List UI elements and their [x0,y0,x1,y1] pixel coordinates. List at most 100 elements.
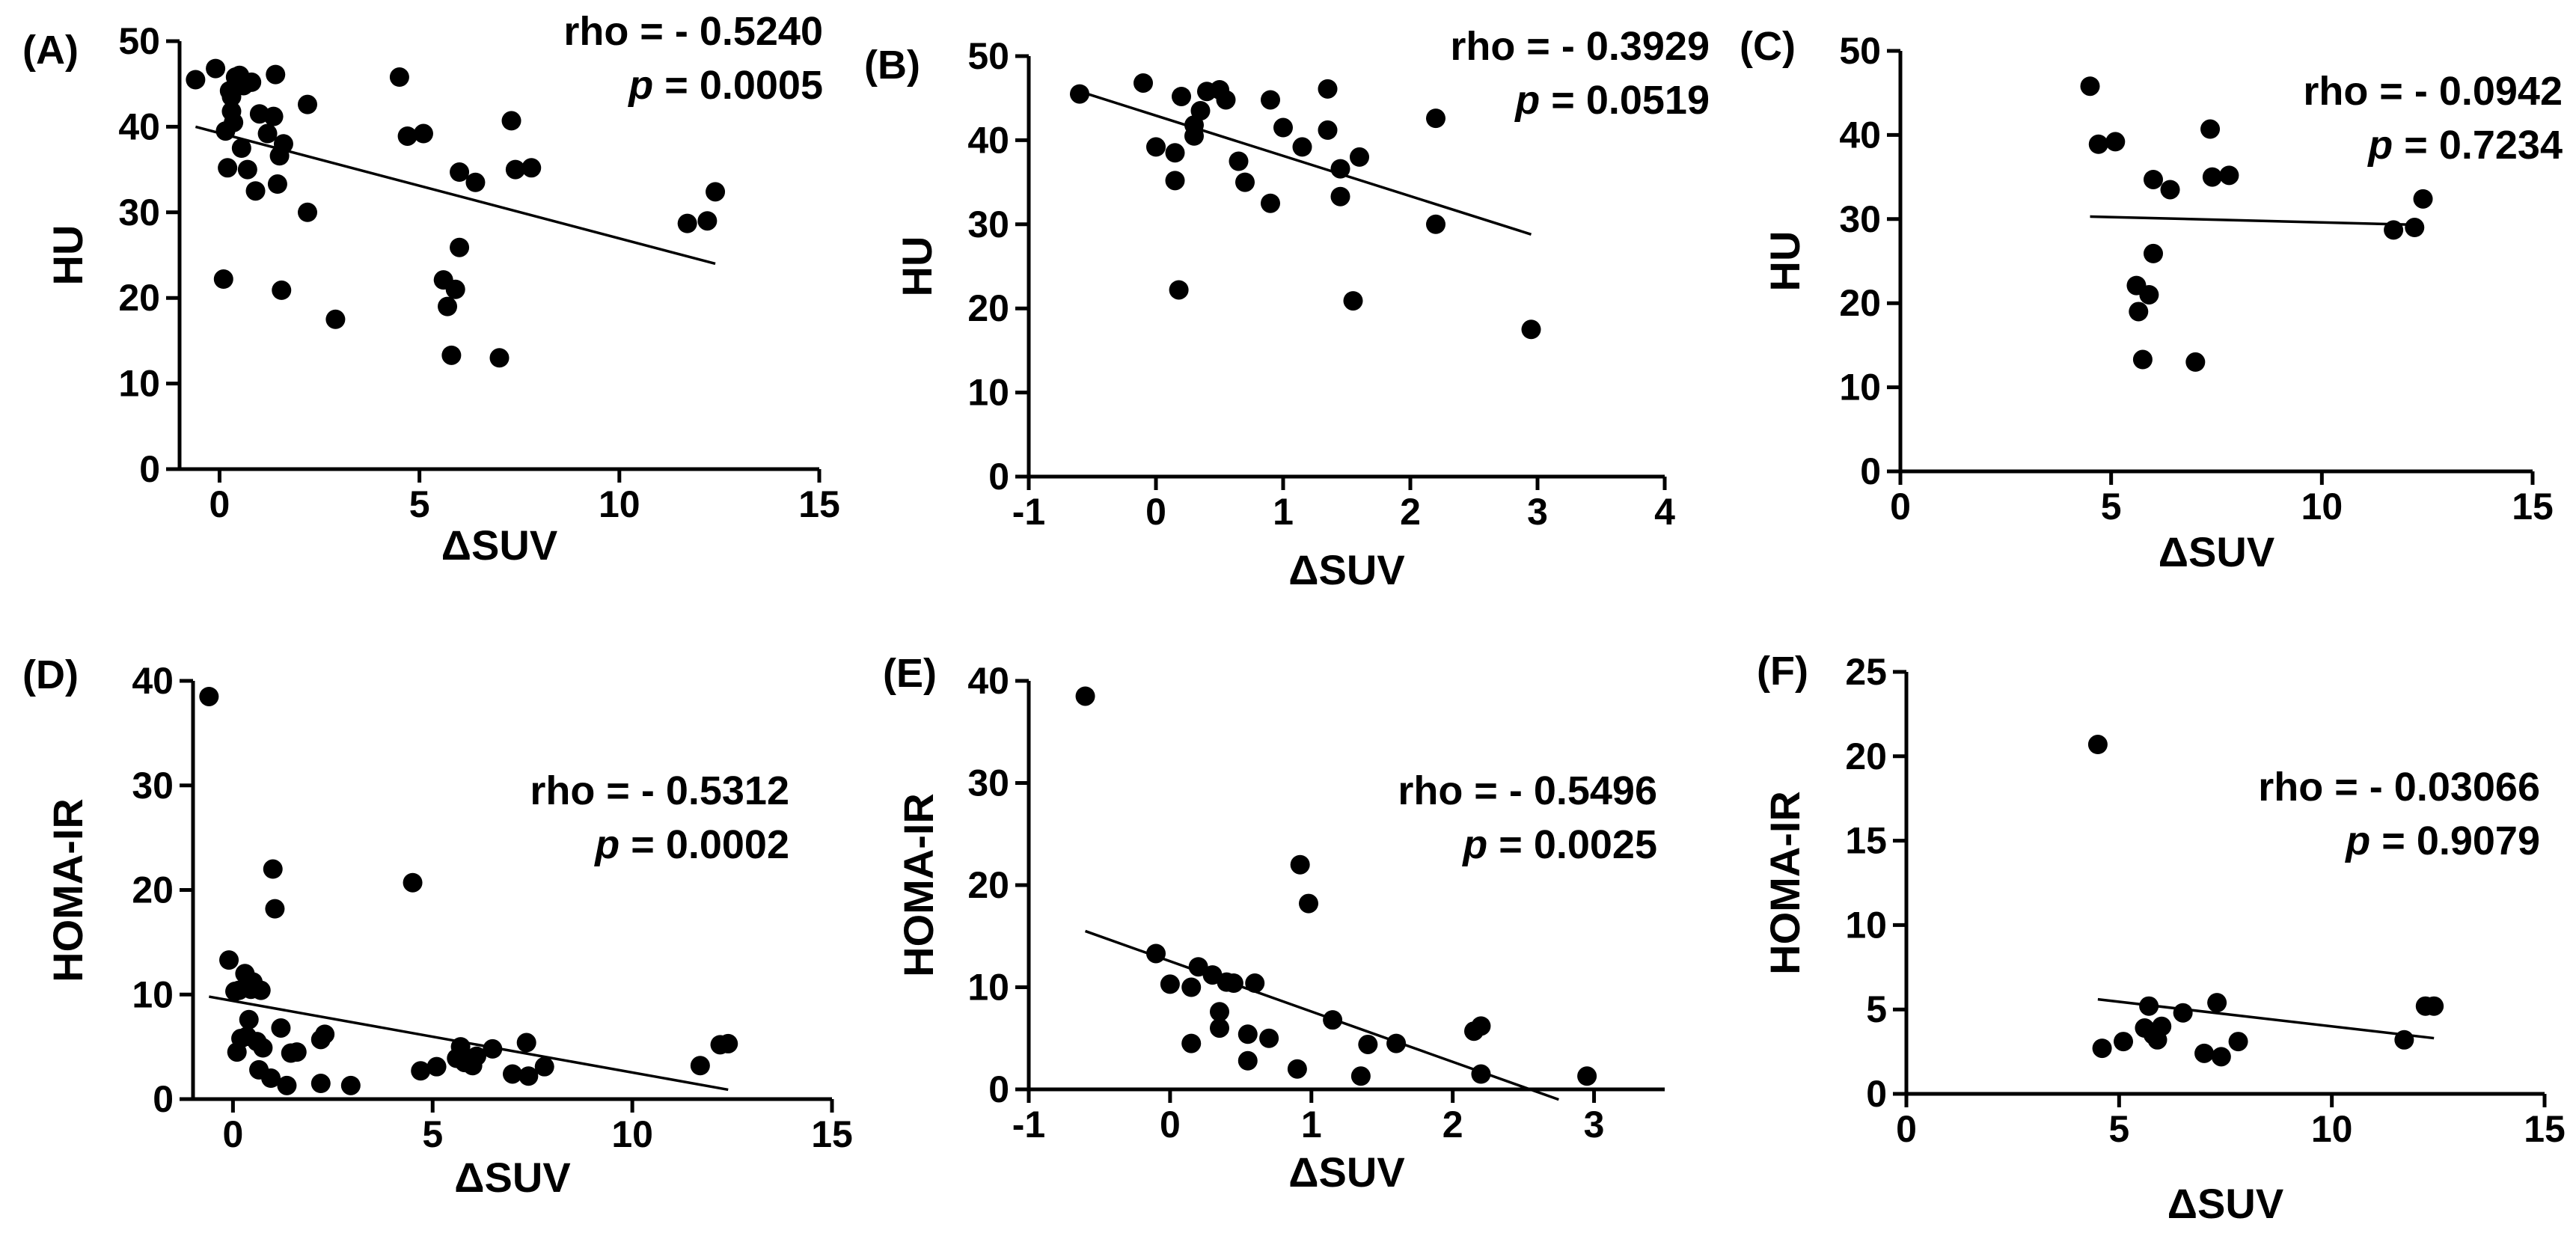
data-point [1237,1050,1258,1071]
y-tick-label: 50 [1839,30,1881,72]
data-point [1426,108,1445,129]
data-point [1292,137,1312,157]
data-point [2080,76,2100,97]
data-point [1386,1033,1407,1053]
rho-value: rho = - 0.5312 [530,768,789,813]
data-point [2139,996,2159,1016]
x-tick-label: 5 [409,483,430,525]
x-tick-label: 10 [2301,486,2343,527]
p-value: p = 0.0005 [627,63,823,108]
data-point [2207,993,2227,1013]
data-point [1330,159,1350,179]
data-point [2092,1038,2112,1059]
y-tick-label: 40 [118,105,160,147]
y-tick-label: 30 [132,765,174,807]
x-tick-label: 0 [1890,486,1911,527]
y-tick-label: 10 [967,372,1009,414]
data-point [445,279,465,299]
regression-line [2090,215,2423,227]
x-tick-label: 1 [1273,491,1294,533]
data-point [697,211,718,231]
data-point [298,202,317,222]
data-point [242,72,262,92]
data-point [2160,180,2180,200]
data-point [1070,84,1089,104]
data-point [718,1033,738,1053]
data-point [1471,1016,1491,1036]
y-tick-label: 0 [988,456,1009,498]
data-point [516,1033,536,1053]
data-point [2114,1032,2134,1052]
data-point [1181,977,1202,997]
x-tick-label: -1 [1012,1104,1045,1145]
data-point [1160,974,1180,994]
data-point [2088,134,2108,154]
data-point [218,158,238,178]
data-point [277,1075,297,1095]
chart-panel: 0 5 10 15 0 10 20 30 40 50 ΔSUV HU (A) rho = - 0.5240… [22,9,840,569]
x-tick-label: 3 [1527,491,1548,533]
x-tick-label: 0 [1160,1104,1181,1145]
data-point [2424,996,2444,1016]
data-point [1299,893,1318,914]
data-point [466,1046,486,1066]
y-tick-label: 30 [967,204,1009,245]
data-point [450,237,470,257]
regression-line [1079,90,1532,236]
data-point [2211,1047,2231,1067]
data-point [521,158,542,178]
data-point [1350,147,1369,167]
data-point [1075,686,1095,706]
data-point [2194,1043,2215,1063]
data-point [1350,1066,1371,1086]
data-point [273,134,293,154]
data-point [450,1037,471,1057]
x-axis-title: ΔSUV [454,1154,570,1201]
panel-label: (D) [22,652,79,697]
x-tick-label: 15 [2524,1108,2566,1150]
y-tick-label: 10 [132,973,174,1015]
p-value: p = 0.7234 [2367,123,2563,168]
data-point [706,182,726,202]
data-point [2129,302,2149,322]
data-point [271,1018,291,1038]
data-point [1318,79,1338,99]
data-point [2144,243,2163,263]
rho-value: rho = - 0.3929 [1450,24,1710,69]
y-tick-label: 20 [132,869,174,911]
y-axis-title: HOMA-IR [44,798,91,982]
data-point [1261,193,1280,213]
y-tick-label: 20 [967,864,1009,906]
data-point [251,980,271,1000]
data-point [263,859,283,879]
data-point [1343,291,1363,311]
p-value: p = 0.9079 [2344,819,2540,863]
x-tick-label: 0 [1896,1108,1917,1150]
data-point [1318,120,1338,140]
data-point [1210,1018,1229,1038]
y-tick-label: 30 [118,192,160,233]
data-point [1133,73,1153,93]
data-point [1146,137,1166,157]
chart-panel: 0 5 10 15 0 5 10 15 20 25 ΔSUV HOMA-IR (F) rho = - 0.… [1757,649,2566,1227]
x-tick-label: 5 [2108,1108,2129,1150]
data-point [483,1038,503,1059]
data-point [2394,1030,2414,1050]
y-tick-label: 10 [1845,904,1887,946]
x-tick-label: 5 [422,1113,443,1155]
panel-label: (F) [1757,649,1808,694]
data-point [1290,854,1310,875]
x-tick-label: 15 [798,483,840,525]
data-point [2105,132,2126,152]
y-tick-label: 30 [967,762,1009,804]
data-point [503,1064,522,1084]
data-point [231,138,251,158]
data-point [245,181,266,201]
panel-label: (A) [22,28,79,73]
y-tick-label: 10 [118,363,160,405]
panel-label: (B) [864,43,920,88]
data-point [1165,143,1185,163]
data-point [1172,86,1191,106]
